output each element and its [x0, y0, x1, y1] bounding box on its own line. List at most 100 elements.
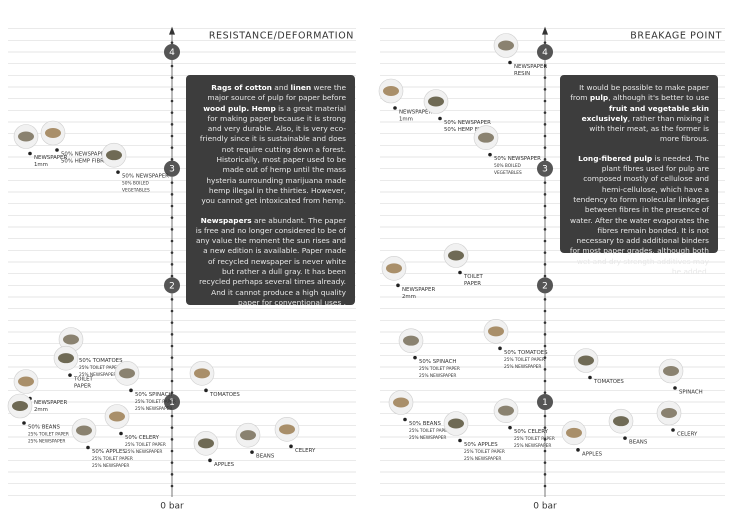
sample-piece: [566, 427, 582, 438]
axis-dot: [543, 344, 547, 348]
sample-piece: [578, 355, 594, 366]
sample-point: [28, 151, 32, 156]
axis-dot: [170, 414, 174, 418]
sample-point: [204, 388, 208, 393]
axis-dot: [170, 123, 174, 126]
axis-dot: [170, 134, 174, 138]
sample-label: CELERY: [677, 432, 698, 438]
sample-piece: [106, 150, 122, 161]
sample-label: 2mm: [402, 294, 416, 300]
axis-dot: [170, 484, 174, 488]
sample-label: 50% SPINACH: [419, 359, 456, 365]
text-run: It would be possible to make paper from: [570, 83, 709, 103]
sample-label: 50% NEWSPAPER: [494, 156, 541, 162]
sample-piece: [18, 376, 34, 387]
text-run: , although it's better to use: [608, 93, 709, 103]
sample-piece: [240, 430, 256, 441]
axis-dot: [543, 461, 547, 464]
sample-point: [55, 148, 59, 152]
sample-label: SPINACH: [679, 390, 703, 396]
sample-piece: [76, 425, 92, 436]
tick-label: 1: [542, 398, 548, 408]
sample-label: TOMATOES: [593, 379, 624, 385]
axis-dot: [543, 193, 547, 196]
tick-marker: [164, 394, 180, 410]
tick-marker: [164, 277, 180, 294]
sample-point: [393, 106, 397, 110]
axis-dot: [543, 158, 547, 161]
sample-label: 50% APPLES: [92, 449, 126, 455]
sample-label: 25% TOILET PAPER: [419, 366, 460, 372]
axis-dot: [170, 391, 174, 394]
tick-label: 1: [169, 398, 175, 408]
axis-dot: [170, 309, 174, 313]
paragraph: It would be possible to make paper from …: [569, 83, 709, 145]
sample-label: 50% NEWSPAPER: [444, 120, 491, 126]
sample-label: APPLES: [214, 462, 235, 468]
sample-label: 25% TOILET PAPER: [464, 449, 505, 455]
sample-label: TOILET: [73, 377, 94, 383]
sample-label: 50% NEWSPAPER: [61, 152, 108, 158]
sample-piece: [428, 96, 444, 107]
axis-dot: [543, 426, 547, 429]
axis-arrow: [542, 26, 548, 35]
sample-piece: [488, 326, 504, 337]
axis-dot: [543, 368, 547, 371]
text-run: Hemp: [251, 103, 276, 113]
sample-point: [396, 283, 400, 288]
axis-dot: [543, 391, 547, 394]
sample-piece: [498, 40, 514, 51]
sample-label: NEWSPAPER: [402, 287, 435, 293]
axis-dot: [543, 88, 547, 91]
sample-label: NEWSPAPER: [34, 155, 67, 161]
sample-label: 50% TOMATOES: [79, 358, 123, 364]
sample-piece: [194, 368, 210, 379]
sample-label: 50% BOILED: [122, 181, 150, 187]
tick-marker: [537, 394, 553, 410]
axis-dot: [543, 76, 547, 79]
text-box: Rags of cotton and linen were the major …: [186, 75, 355, 307]
sample-label: 50% BOILED: [494, 163, 522, 169]
axis-dot: [543, 239, 547, 243]
axis-dot: [170, 473, 174, 476]
sample-label: 25% TOILET PAPER: [514, 436, 555, 442]
sample-point: [289, 444, 293, 449]
sample-piece: [448, 250, 464, 261]
axis-dot: [170, 251, 174, 254]
paragraph: Rags of cotton and linen were the major …: [195, 83, 346, 207]
text-run: were the major source of pulp for paper …: [207, 83, 346, 103]
sample-piece: [393, 397, 409, 408]
text-run: is a great material for making paper bec…: [199, 103, 346, 206]
text-run: pulp: [589, 93, 609, 103]
text-run: Rags of cotton: [211, 83, 272, 92]
axis-dot: [543, 438, 547, 441]
axis-dot: [543, 379, 547, 383]
paragraph: Newspapers are abundant. The paper is fr…: [195, 216, 346, 309]
sample-label: 25% TOILET PAPER: [135, 399, 176, 405]
sample-label: PAPER: [74, 384, 91, 390]
axis-dot: [543, 111, 547, 114]
sample-piece: [661, 408, 677, 418]
tick-marker: [537, 277, 553, 294]
text-run: wood pulp.: [203, 103, 250, 113]
sample-label: 25% TOILET PAPER: [409, 428, 450, 434]
tick-marker: [537, 44, 553, 60]
text-run: linen: [290, 83, 312, 92]
axis-arrow: [169, 26, 175, 35]
axis-dot: [170, 228, 174, 231]
sample-label: 50% BEANS: [28, 425, 61, 431]
sample-piece: [18, 131, 34, 142]
tick-label: 3: [169, 165, 175, 175]
panel-title: RESISTANCE/DEFORMATION: [209, 31, 354, 42]
sample-label: 1mm: [34, 162, 48, 168]
axis-dot: [170, 333, 174, 336]
axis-dot: [543, 263, 547, 266]
sample-label: 25% TOILET PAPER: [125, 442, 166, 448]
sample-label: 25% NEWSPAPER: [514, 443, 551, 449]
sample-label: 25% NEWSPAPER: [79, 372, 116, 378]
text-run: , rather than mixing it with their meat,…: [589, 113, 709, 144]
sample-piece: [498, 405, 514, 416]
sample-point: [488, 152, 492, 157]
sample-point: [508, 425, 512, 430]
